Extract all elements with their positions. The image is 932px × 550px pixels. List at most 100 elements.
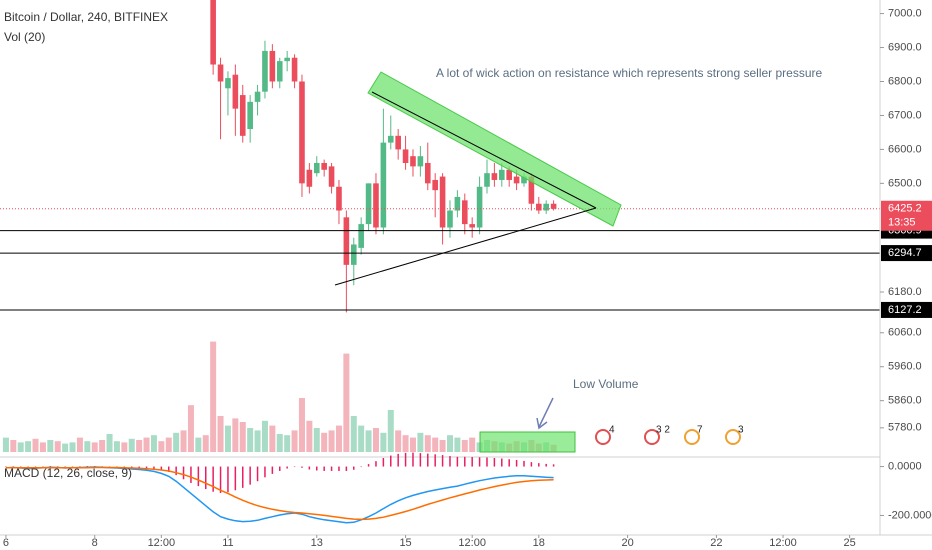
histogram-bar [523, 460, 525, 467]
histogram-bar [360, 466, 362, 468]
histogram-bar [138, 466, 140, 468]
histogram-bar [234, 466, 237, 491]
volume-bar [136, 440, 143, 452]
volume-bar [91, 442, 98, 452]
volume-bar [17, 442, 24, 452]
histogram-bar [478, 457, 481, 467]
x-tick-label: 22 [710, 537, 722, 549]
histogram-bar [27, 466, 29, 468]
x-tick-label: 25 [844, 537, 856, 549]
event-icon[interactable] [684, 429, 700, 445]
histogram-bar [441, 455, 444, 467]
candle-body [210, 0, 216, 65]
event-icon[interactable] [725, 429, 741, 445]
volume-bar [180, 430, 187, 452]
y-tick-label: 6500.0 [888, 177, 922, 189]
histogram-bar [204, 466, 207, 490]
histogram-bar [123, 466, 126, 468]
histogram-bar [508, 459, 510, 467]
volume-bar [298, 398, 305, 452]
candle-body [358, 224, 364, 248]
candle-body [247, 101, 253, 130]
event-count: 7 [697, 425, 703, 436]
level-label-box [881, 245, 932, 262]
histogram-bar [345, 466, 348, 471]
volume-bar [69, 442, 76, 452]
histogram-bar [493, 458, 496, 467]
low-volume-box [479, 431, 576, 453]
x-tick-label: 8 [92, 537, 98, 549]
event-icon[interactable] [644, 429, 660, 445]
resistance-channel [367, 71, 622, 227]
event-count: 3 2 [656, 425, 670, 436]
histogram-bar [182, 466, 185, 480]
level-label: 6294.7 [888, 247, 922, 259]
histogram-bar [545, 463, 547, 467]
volume-bar [254, 430, 261, 452]
volume-bar [25, 441, 32, 452]
volume-bar [417, 432, 424, 452]
volume-bar [365, 430, 372, 452]
volume-bar [128, 438, 135, 452]
x-tick-label: 20 [621, 537, 633, 549]
volume-bar [239, 422, 246, 452]
histogram-bar [538, 463, 540, 467]
last-price-label: 6425.2 [888, 203, 922, 215]
x-tick-label: 6 [3, 537, 9, 549]
histogram-bar [367, 464, 370, 467]
histogram-bar [323, 466, 325, 471]
candle-body [447, 210, 453, 228]
y-tick-label: 6600.0 [888, 143, 922, 155]
candle-body [424, 162, 431, 184]
histogram-bar [471, 457, 473, 467]
volume-bar [313, 428, 320, 452]
x-tick-label: 18 [533, 537, 545, 549]
histogram-bar [449, 456, 451, 467]
candle-body [387, 135, 394, 143]
histogram-bar [249, 466, 251, 485]
volume-bar [165, 437, 172, 452]
histogram-bar [338, 466, 340, 471]
event-icon[interactable] [595, 429, 611, 445]
volume-bar [306, 420, 313, 452]
histogram-bar [301, 466, 303, 468]
candle-body [535, 203, 542, 211]
volume-bar [232, 418, 239, 452]
candle-body [380, 142, 387, 228]
histogram-bar [153, 466, 155, 469]
volume-bar [173, 432, 180, 452]
candle-body [239, 95, 246, 136]
candle-body [528, 176, 535, 204]
volume-bar [47, 440, 54, 452]
candle-body [432, 179, 438, 191]
histogram-bar [19, 466, 22, 468]
histogram-bar [86, 466, 89, 467]
volume-bar [358, 425, 365, 452]
histogram-bar [412, 452, 414, 467]
histogram-bar [242, 466, 244, 488]
candle-body [476, 186, 483, 228]
macd-line [5, 466, 554, 521]
volume-bar [469, 437, 476, 452]
volume-bar [106, 434, 113, 452]
volume-bar [113, 441, 120, 452]
histogram-bar [375, 461, 377, 467]
histogram-bar [390, 455, 392, 467]
histogram-bar [49, 466, 52, 467]
histogram-bar [12, 466, 15, 467]
candle-body [513, 176, 520, 184]
volume-label: Vol (20) [4, 30, 45, 44]
histogram-bar [293, 466, 296, 468]
y-tick-label: 5860.0 [888, 395, 922, 407]
volume-bar [461, 440, 468, 452]
y-tick-label: 0.0000 [888, 460, 922, 472]
volume-bar [39, 442, 46, 452]
histogram-bar [501, 458, 503, 467]
x-tick-label: 12:00 [769, 537, 797, 549]
candle-body [225, 78, 231, 89]
volume-bar [432, 437, 439, 452]
histogram-bar [434, 454, 436, 467]
volume-layer [2, 341, 557, 452]
y-tick-label: 5780.0 [888, 422, 922, 434]
